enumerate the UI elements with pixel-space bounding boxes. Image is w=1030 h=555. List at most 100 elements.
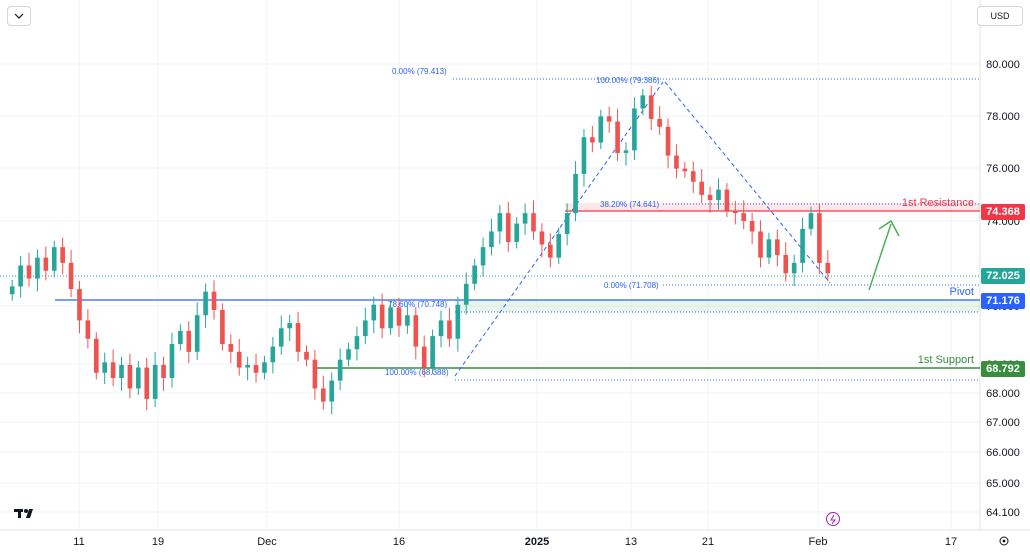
candle-body [295,323,301,352]
support-label: 1st Support [918,354,974,366]
candle-body [371,304,377,321]
x-tick-label: 11 [73,536,84,548]
candle-body [791,262,797,274]
candle-body [379,304,385,329]
candle-body [102,362,108,373]
candle-body [741,213,747,221]
candle-body [455,304,461,339]
candle-body [363,320,368,337]
candle-body [262,362,267,373]
candle-body [775,239,780,256]
candle-body [60,247,65,263]
lightning-icon[interactable] [826,512,840,526]
candle-body [152,364,158,399]
fib-label-upper-bottom: 0.00% (71.708) [604,281,659,290]
projection-arrow [868,219,900,291]
candle-body [758,231,763,258]
candle-body [9,286,15,295]
candle-body [732,210,738,214]
candle-body [161,364,166,378]
candle-body [615,121,620,153]
candle-body [522,213,528,224]
pivot-label: Pivot [950,286,974,298]
candle-body [430,336,435,368]
candle-body [800,228,805,263]
candle-body [329,380,335,402]
resistance-label: 1st Resistance [902,197,974,209]
candle-body [211,291,217,310]
candle-body [682,168,688,172]
candle-body [77,289,82,321]
support-price-tag: 68.792 [981,361,1025,377]
candle-body [707,194,713,201]
candle-body [573,173,578,214]
y-tick-label: 66.000 [986,447,1020,459]
pivot-price-tag: 71.176 [981,293,1025,309]
candle-body [127,364,133,389]
candle-body [220,309,225,344]
current-price-tag: 72.025 [981,268,1025,284]
currency-label: USD [990,11,1010,21]
candle-body [514,223,520,242]
candle-body [245,364,250,368]
chevron-down-icon [14,13,24,19]
candle-body [674,155,679,169]
candle-body [825,262,831,274]
fib-label-upper-382: 38.20% (74.641) [600,200,659,209]
chart-menu-button[interactable] [7,6,31,26]
y-tick-label: 67.000 [986,417,1020,429]
candle-body [144,367,150,399]
candle-body [35,257,40,279]
x-tick-label: Feb [809,536,828,548]
fib-label-lower-bottom: 100.00% (68.388) [385,368,449,377]
candle-body [236,351,242,368]
settings-icon[interactable] [999,536,1009,546]
candle-body [497,213,503,232]
candle-body [26,265,32,279]
candle-body [186,330,192,352]
candle-body [657,118,662,127]
y-tick-label: 80.000 [986,59,1020,71]
candle-body [136,367,141,389]
candle-body [228,343,234,352]
candle-body [421,346,427,368]
candle-body [396,307,402,326]
candlestick-series [9,85,831,415]
candle-body [665,126,671,156]
y-tick-label: 64.100 [986,507,1020,519]
candle-body [312,359,318,389]
candle-body [68,262,74,290]
candle-body [43,257,49,271]
candle-body [590,137,595,143]
x-tick-label: 16 [393,536,405,548]
candle-body [623,150,629,153]
currency-selector[interactable]: USD [977,6,1023,26]
candle-body [598,116,604,143]
resistance-zone [565,203,980,211]
time-axis[interactable]: 11 19 Dec 16 2025 13 21 Feb 17 [73,536,957,548]
grid-lines [0,0,980,530]
y-tick-label: 68.000 [986,388,1020,400]
y-tick-label: 76.000 [986,163,1020,175]
fib-label-upper-100: 100.00% (79.386) [596,76,660,85]
candle-body [194,315,200,352]
candle-body [817,213,822,263]
candle-body [438,320,444,337]
candle-body [505,213,511,242]
candle-body [51,247,57,271]
candle-body [632,108,637,151]
candle-body [640,95,646,109]
fib-trend-line-down [664,81,831,284]
candle-body [169,343,175,378]
candle-body [304,351,309,360]
candle-body [716,189,721,201]
candle-body [93,338,99,373]
candle-body [564,213,570,235]
fib-label-upper-top: 0.00% (79.413) [392,67,447,76]
candle-body [749,221,755,232]
candle-body [531,213,536,232]
candle-body [337,359,343,381]
tradingview-logo [14,509,33,518]
candle-body [287,323,292,329]
